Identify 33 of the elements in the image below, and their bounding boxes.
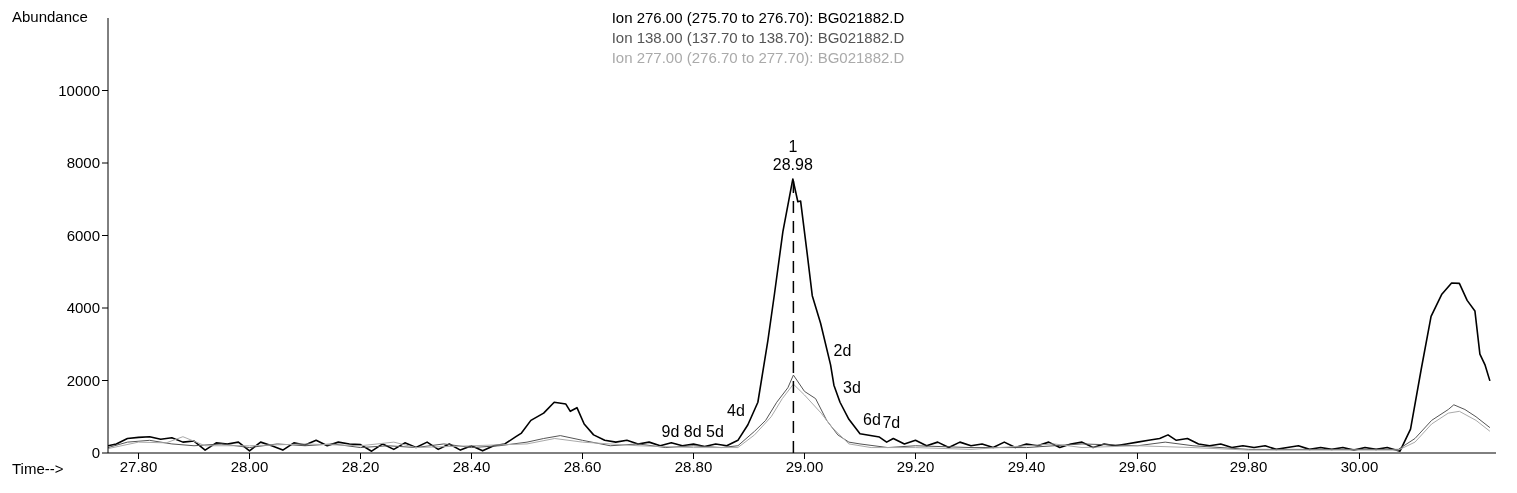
y-tick-label: 10000 — [58, 81, 100, 99]
annotation: 5d — [706, 422, 724, 440]
x-tick-label: 28.40 — [452, 457, 491, 475]
annotation: 8d — [683, 423, 702, 441]
y-tick-label: 2000 — [66, 371, 100, 389]
x-tick-label: 29.40 — [1007, 457, 1046, 475]
x-tick-label: 29.80 — [1229, 457, 1268, 475]
x-tick-label: 28.20 — [341, 457, 380, 475]
annotation: 4d — [727, 401, 745, 419]
y-tick-label: 6000 — [66, 226, 100, 244]
text: Ion 277.00 (276.70 to 277.70): BG021882.D — [611, 48, 905, 68]
text: Ion 276.00 (275.70 to 276.70): BG021882.D — [611, 8, 905, 28]
x-tick-label: 28.80 — [674, 457, 713, 475]
annotation: 2d — [833, 341, 852, 359]
text: Ion 138.00 (137.70 to 138.70): BG021882.D — [611, 28, 905, 48]
annotation: 9d — [661, 422, 680, 440]
y-tick-label: 4000 — [66, 299, 100, 317]
x-tick-label: 29.60 — [1118, 457, 1157, 475]
x-tick-label: 29.00 — [785, 457, 824, 475]
x-tick-label: 30.00 — [1340, 457, 1379, 475]
annotation: 1 — [788, 137, 798, 155]
annotation: 6d — [862, 410, 881, 428]
annotation: 7d — [882, 414, 901, 432]
annotation: 28.98 — [772, 155, 813, 173]
x-tick-label: 29.20 — [896, 457, 935, 475]
y-axis-title: Abundance — [12, 8, 88, 25]
x-tick-label: 28.60 — [563, 457, 602, 475]
y-tick-label: 8000 — [66, 154, 100, 172]
x-axis-title: Time--> — [12, 460, 64, 477]
annotation: 3d — [843, 379, 861, 397]
x-tick-label: 27.80 — [119, 457, 158, 475]
y-tick-label: 0 — [91, 444, 100, 462]
x-tick-label: 28.00 — [230, 457, 269, 475]
